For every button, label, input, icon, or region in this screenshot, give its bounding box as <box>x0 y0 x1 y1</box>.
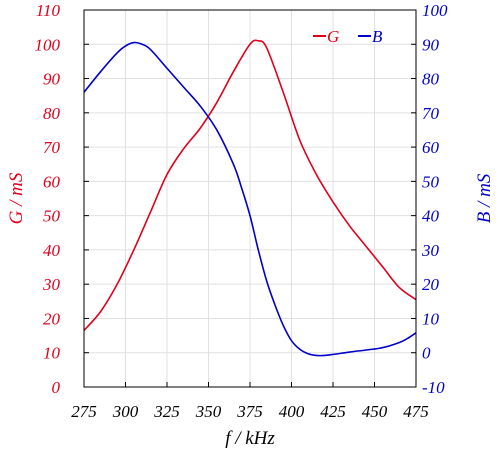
x-tick-label: 300 <box>112 402 139 421</box>
x-tick-label: 375 <box>236 402 263 421</box>
y-left-tick-label: 100 <box>35 35 61 54</box>
y-left-tick-label: 0 <box>52 378 61 397</box>
x-tick-label: 325 <box>153 402 180 421</box>
y-left-tick-label: 90 <box>43 70 61 89</box>
y-left-tick-label: 50 <box>43 207 61 226</box>
x-tick-label: 475 <box>403 402 429 421</box>
y-right-tick-label: -10 <box>422 378 445 397</box>
legend-label-B: B <box>372 27 383 46</box>
y-right-tick-label: 40 <box>422 207 440 226</box>
y-right-tick-label: 50 <box>422 172 440 191</box>
y-left-tick-label: 30 <box>42 275 61 294</box>
x-tick-label: 400 <box>279 402 305 421</box>
y-left-tick-label: 80 <box>43 104 61 123</box>
series-line-G <box>83 39 417 331</box>
y-right-tick-label: 20 <box>422 275 440 294</box>
y-left-tick-label: 110 <box>36 1 61 20</box>
y-left-axis-title: G / mS <box>6 172 27 224</box>
x-tick-label: 425 <box>320 402 346 421</box>
y-right-tick-label: 0 <box>422 344 431 363</box>
y-left-tick-label: 60 <box>43 172 61 191</box>
y-right-tick-label: 80 <box>422 70 440 89</box>
y-right-tick-label: 10 <box>422 309 440 328</box>
y-right-tick-label: 30 <box>421 241 440 260</box>
y-right-axis-ticks: -10 0 10 20 30 40 50 60 70 80 90 100 <box>411 1 448 397</box>
x-tick-label: 450 <box>362 402 388 421</box>
x-tick-label: 275 <box>71 402 97 421</box>
legend-label-G: G <box>327 27 339 46</box>
y-left-tick-label: 20 <box>43 309 61 328</box>
y-right-tick-label: 100 <box>422 1 448 20</box>
y-left-tick-label: 40 <box>43 241 61 260</box>
series-layer <box>83 39 417 357</box>
y-right-tick-label: 60 <box>422 138 440 157</box>
series-line-B <box>83 41 417 357</box>
y-left-tick-label: 10 <box>43 344 61 363</box>
x-axis-ticks: 275 300 325 350 375 400 425 450 475 <box>71 382 429 421</box>
y-right-tick-label: 70 <box>422 104 440 123</box>
grid <box>83 9 417 388</box>
y-left-tick-label: 70 <box>43 138 61 157</box>
x-axis-title: f / kHz <box>225 428 275 449</box>
y-right-axis-title: B / mS <box>474 173 495 223</box>
x-tick-label: 350 <box>195 402 222 421</box>
y-left-axis-ticks: 0 10 20 30 40 50 60 70 80 90 100 110 <box>35 1 89 397</box>
y-right-tick-label: 90 <box>422 35 440 54</box>
